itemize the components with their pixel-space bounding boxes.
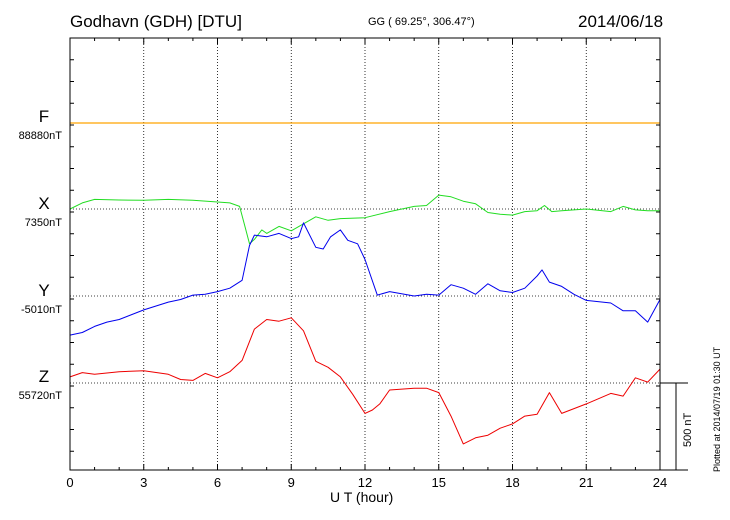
- chart-date: 2014/06/18: [578, 12, 664, 31]
- channel-z-baseline: 55720nT: [18, 390, 62, 402]
- scale-bar-label: 500 nT: [682, 412, 694, 447]
- x-tick-label-0: 0: [66, 475, 73, 490]
- x-tick-label-1: 3: [140, 475, 147, 490]
- x-tick-label-7: 21: [579, 475, 593, 490]
- x-tick-label-8: 24: [653, 475, 667, 490]
- plotted-timestamp: Plotted at 2014/07/19 01:30 UT: [712, 346, 722, 472]
- station-title: Godhavn (GDH) [DTU]: [70, 12, 242, 31]
- x-tick-label-3: 9: [288, 475, 295, 490]
- x-tick-label-2: 6: [214, 475, 221, 490]
- x-axis-ticks: 0 3 6 9 12 15 18 21 24: [66, 38, 667, 490]
- station-coordinates: GG ( 69.25°, 306.47°): [368, 16, 475, 28]
- series-line-x: [69, 194, 660, 245]
- channel-f-label: F: [38, 107, 50, 126]
- series-line-z: [69, 317, 661, 445]
- channel-y-label: Y: [38, 281, 50, 300]
- channel-y-baseline: -5010nT: [21, 304, 62, 316]
- series-lines: [69, 122, 661, 445]
- channel-x-baseline: 7350nT: [24, 217, 62, 229]
- x-tick-label-5: 15: [432, 475, 446, 490]
- grid-lines: [70, 38, 660, 470]
- series-line-y: [69, 222, 661, 336]
- x-axis-label: U T (hour): [330, 489, 394, 505]
- channel-f-baseline: 88880nT: [18, 130, 62, 142]
- channel-z-label: Z: [38, 367, 50, 386]
- x-tick-label-6: 18: [505, 475, 519, 490]
- x-tick-label-4: 12: [358, 475, 372, 490]
- channel-x-label: X: [38, 194, 50, 213]
